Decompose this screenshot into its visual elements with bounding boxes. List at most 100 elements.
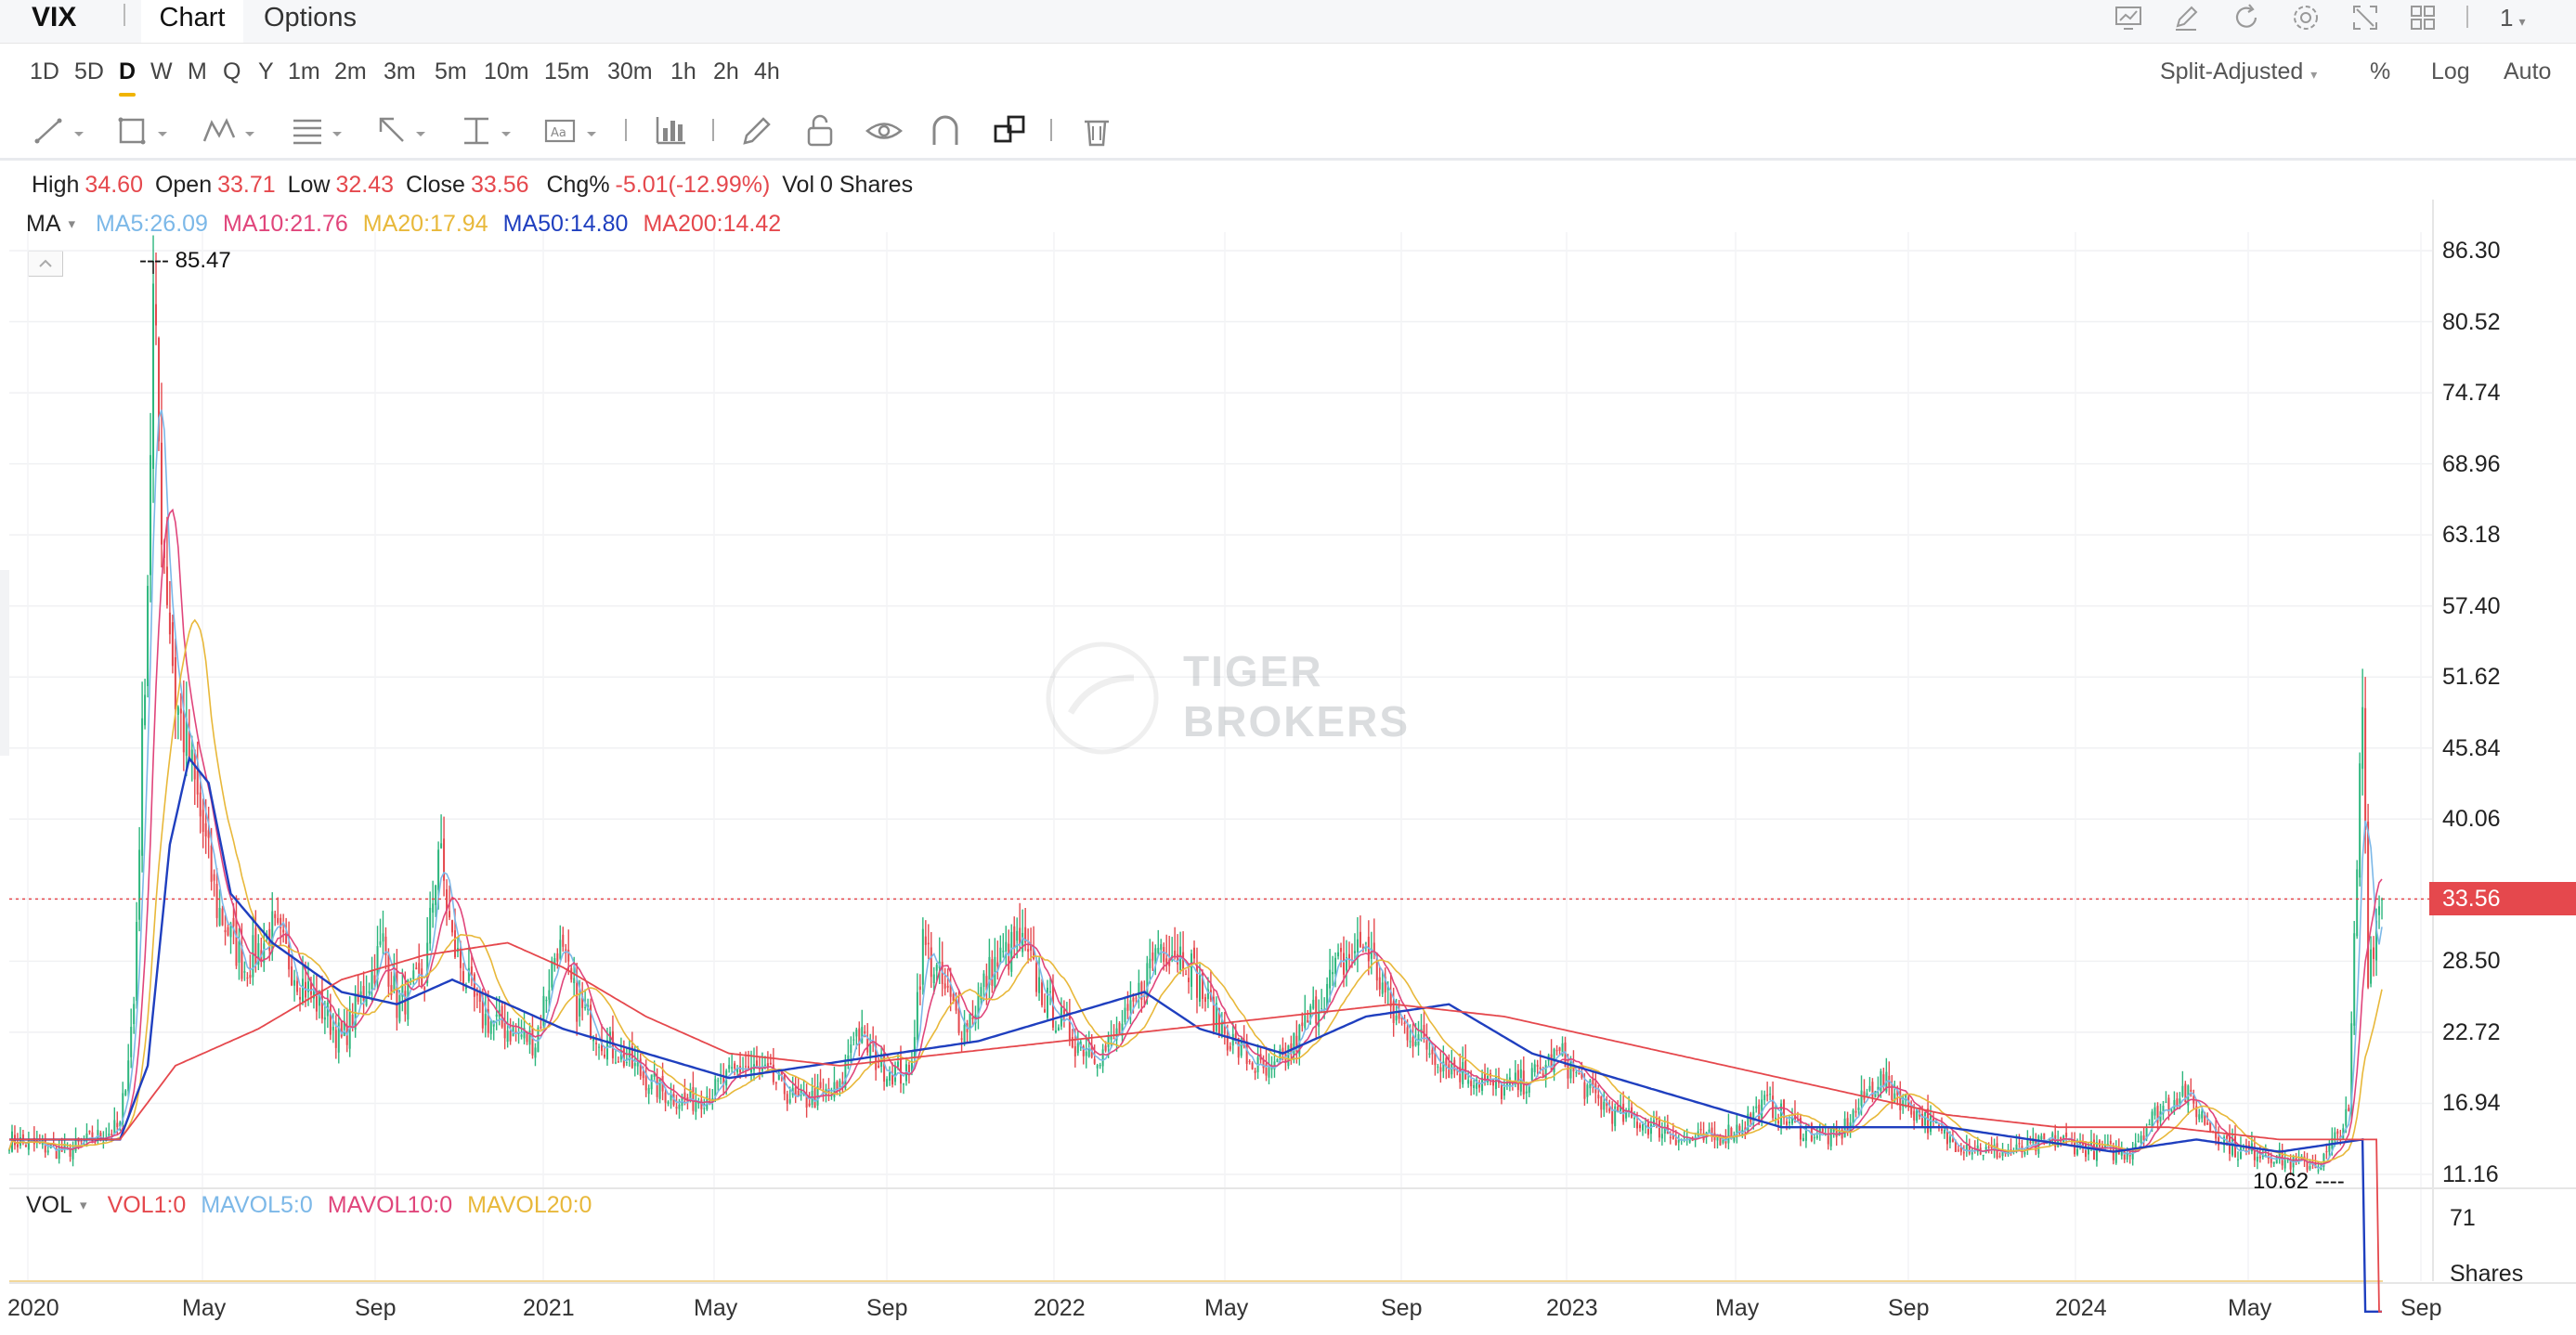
candle-body <box>119 1121 122 1127</box>
top-bar: VIX Chart Options 1 ▾ <box>0 0 2576 44</box>
settings-icon[interactable] <box>2290 2 2322 33</box>
candle-body <box>2026 1139 2029 1149</box>
candle-body <box>165 566 168 605</box>
candle-body <box>1880 1070 1882 1092</box>
candle-body <box>2087 1147 2089 1155</box>
candle-body <box>503 1021 506 1039</box>
indicator-icon[interactable] <box>2113 2 2144 33</box>
fib-icon[interactable] <box>290 113 349 149</box>
measure-icon[interactable] <box>459 113 518 149</box>
vol-selector[interactable]: VOL ▾ <box>26 1192 87 1218</box>
candle-body <box>869 1044 872 1058</box>
side-panel-handle[interactable] <box>0 570 9 756</box>
candle-body <box>886 1079 889 1086</box>
adjust-select[interactable]: Split-Adjusted ▾ <box>2160 58 2318 84</box>
interval-3m[interactable]: 3m <box>384 58 416 84</box>
pattern-icon[interactable] <box>201 113 260 149</box>
refresh-icon[interactable] <box>2231 2 2262 33</box>
candle-body <box>910 1060 913 1073</box>
interval-10m[interactable]: 10m <box>484 58 529 84</box>
ma-selector[interactable]: MA ▾ <box>26 211 76 237</box>
interval-y[interactable]: Y <box>258 58 274 84</box>
candle-body <box>1525 1091 1528 1094</box>
candle-body <box>196 771 199 795</box>
interval-2h[interactable]: 2h <box>713 58 739 84</box>
candle-body <box>2295 1158 2297 1161</box>
interval-1d[interactable]: 1D <box>30 58 59 84</box>
candle-body <box>697 1102 700 1104</box>
interval-w[interactable]: W <box>150 58 173 84</box>
candle-body <box>44 1140 46 1153</box>
last-price-badge: 33.56 <box>2429 882 2576 916</box>
candle-body <box>739 1066 742 1073</box>
interval-d[interactable]: D <box>119 58 137 84</box>
log-toggle[interactable]: Log <box>2431 58 2470 84</box>
collapse-button[interactable] <box>28 251 63 277</box>
interval-1m[interactable]: 1m <box>288 58 320 84</box>
bar-stats-icon[interactable] <box>654 113 691 149</box>
candle-body <box>329 1006 332 1035</box>
tab-options[interactable]: Options <box>264 3 357 32</box>
text-icon[interactable]: Aa <box>542 113 602 149</box>
layout-count[interactable]: 1 ▾ <box>2500 4 2526 32</box>
candle-body <box>176 706 179 715</box>
candle-body <box>2137 1140 2140 1142</box>
candle-body <box>1212 996 1215 1034</box>
pencil-icon[interactable] <box>739 113 776 149</box>
candle-body <box>1666 1124 1669 1134</box>
interval-1h[interactable]: 1h <box>670 58 696 84</box>
candle-body <box>1051 985 1054 1028</box>
time-tick-label: 2022 <box>1034 1295 1086 1321</box>
interval-5m[interactable]: 5m <box>435 58 467 84</box>
time-tick-label: Sep <box>1888 1295 1930 1321</box>
magnet-icon[interactable] <box>927 113 964 149</box>
interval-5d[interactable]: 5D <box>74 58 104 84</box>
interval-15m[interactable]: 15m <box>544 58 590 84</box>
candle-body <box>354 993 357 1030</box>
fullscreen-icon[interactable] <box>2349 2 2381 33</box>
candle-body <box>489 1021 492 1034</box>
candle-body <box>548 990 551 1000</box>
candle-body <box>2264 1155 2267 1157</box>
eye-icon[interactable] <box>864 113 904 149</box>
candle-body <box>1649 1123 1652 1134</box>
interval-30m[interactable]: 30m <box>607 58 653 84</box>
candle-body <box>1747 1113 1750 1133</box>
candle-body <box>1871 1082 1874 1097</box>
percent-toggle[interactable]: % <box>2370 58 2391 84</box>
tab-chart[interactable]: Chart <box>141 0 243 43</box>
candle-body <box>788 1099 791 1103</box>
candle-body <box>337 1022 340 1053</box>
arrow-icon[interactable] <box>375 113 435 149</box>
candle-body <box>1716 1134 1719 1141</box>
candle-body <box>584 1007 587 1009</box>
candle-body <box>396 971 398 1018</box>
interval-2m[interactable]: 2m <box>334 58 367 84</box>
candle-body <box>1129 1000 1132 1011</box>
low-value: 32.43 <box>335 172 395 198</box>
candle-body <box>850 1044 852 1054</box>
candle-body <box>357 992 359 1003</box>
candle-body <box>1193 947 1196 959</box>
interval-q[interactable]: Q <box>223 58 241 84</box>
lock-icon[interactable] <box>802 113 839 149</box>
link-icon[interactable] <box>992 113 1029 149</box>
candle-body <box>526 1031 528 1043</box>
layout-grid-icon[interactable] <box>2407 2 2439 33</box>
candle-body <box>91 1132 94 1143</box>
toolbar-divider <box>712 119 714 141</box>
rectangle-icon[interactable] <box>117 113 173 149</box>
candle-body <box>1016 930 1019 941</box>
draw-icon[interactable] <box>2170 2 2202 33</box>
candle-body <box>836 1082 839 1090</box>
candle-body <box>8 1149 10 1151</box>
auto-toggle[interactable]: Auto <box>2504 58 2552 84</box>
interval-m[interactable]: M <box>188 58 207 84</box>
interval-4h[interactable]: 4h <box>754 58 780 84</box>
candle-body <box>2253 1147 2256 1160</box>
candle-body <box>1744 1127 1747 1131</box>
candle-body <box>1168 959 1171 966</box>
trend-line-icon[interactable] <box>33 113 89 149</box>
trash-icon[interactable] <box>1079 113 1116 149</box>
